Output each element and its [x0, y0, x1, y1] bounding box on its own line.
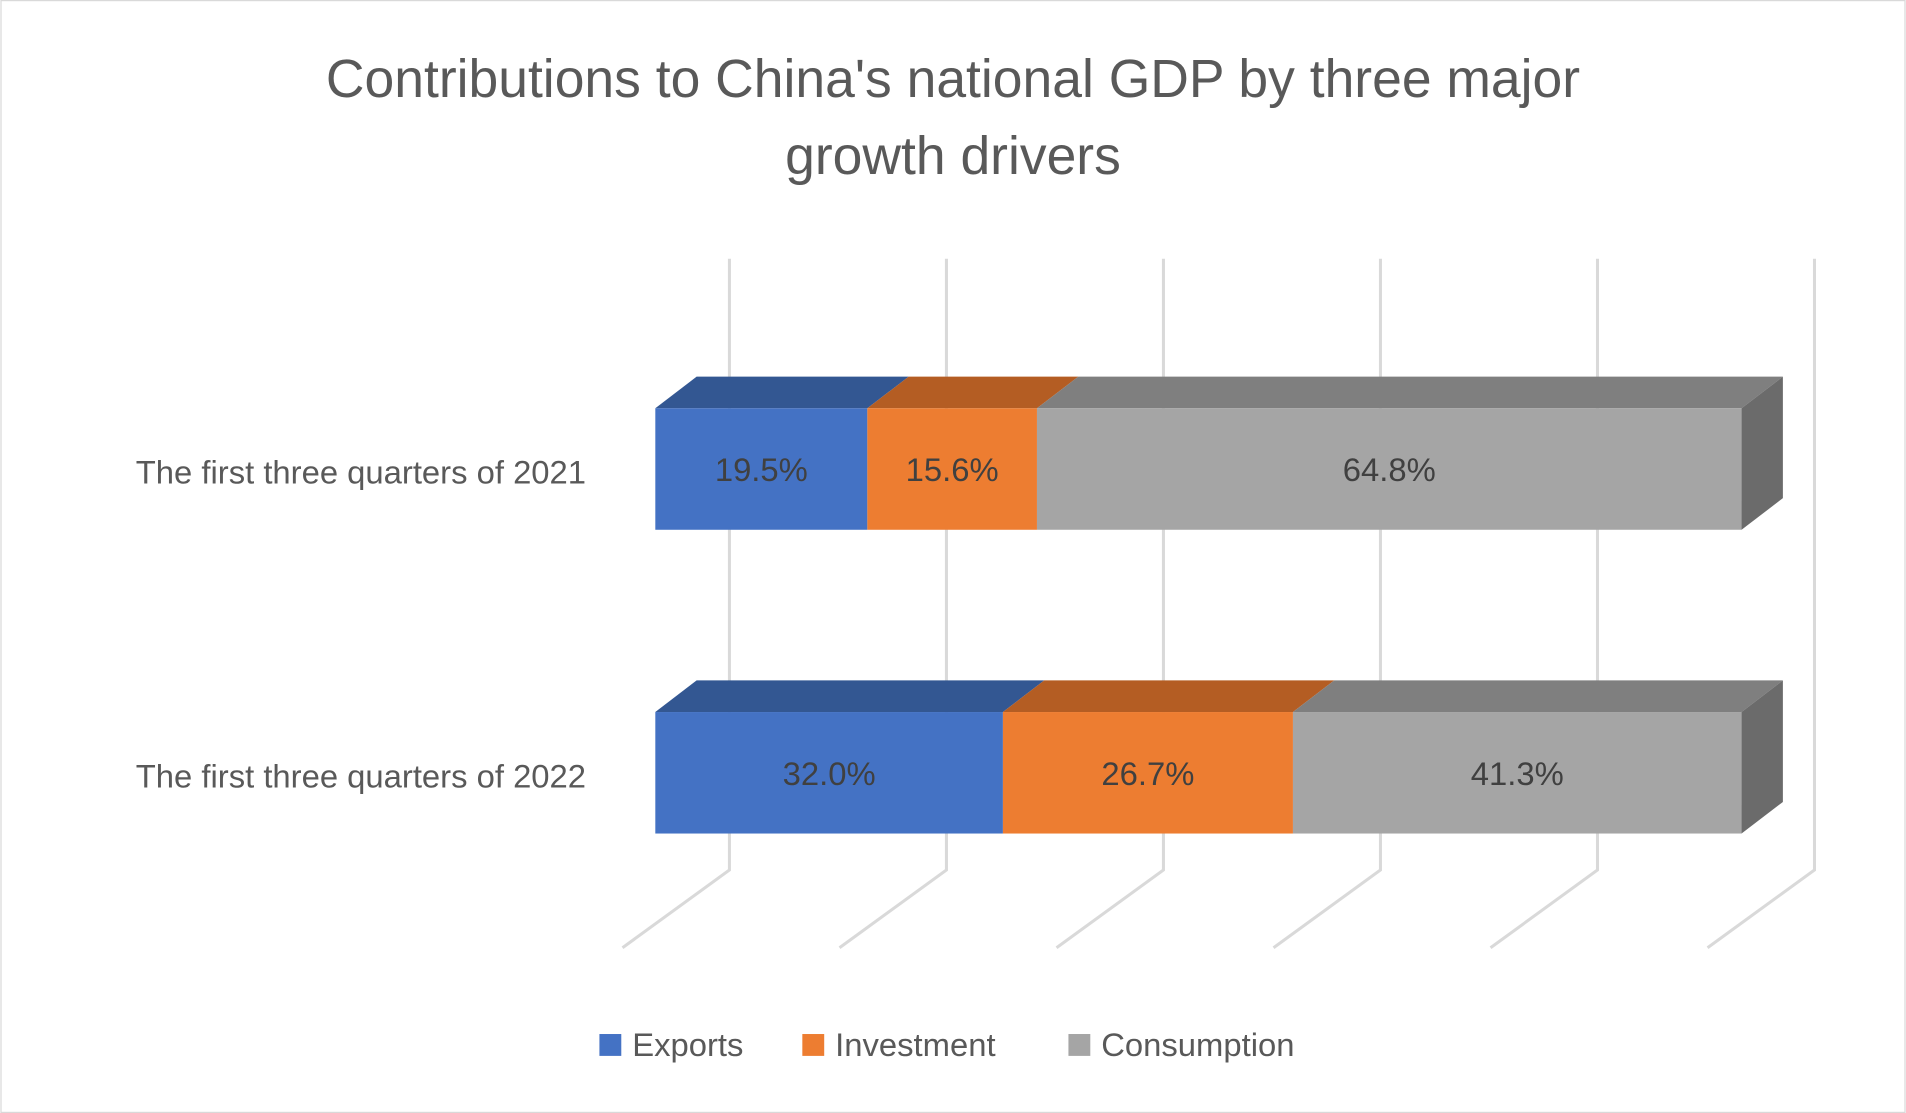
- legend-label: Exports: [632, 1026, 743, 1063]
- bar-investment: [867, 408, 1037, 530]
- category-label: The first three quarters of 2021: [136, 454, 586, 491]
- bar-side: [1741, 680, 1783, 834]
- legend-swatch: [802, 1034, 825, 1056]
- data-label: 19.5%: [715, 451, 808, 488]
- bar-exports: [655, 712, 1003, 834]
- data-label: 15.6%: [906, 451, 999, 488]
- bar-exports: [655, 408, 868, 530]
- bar-consumption: [1292, 712, 1742, 834]
- bar-top-exports: [655, 376, 909, 409]
- bar-top-consumption: [1036, 376, 1783, 409]
- data-label: 26.7%: [1101, 755, 1194, 792]
- chart-title-line-2: growth drivers: [785, 127, 1121, 186]
- bar-consumption: [1036, 408, 1742, 530]
- gridline: [1706, 258, 1817, 949]
- category-label: The first three quarters of 2022: [136, 757, 586, 794]
- legend-label: Investment: [835, 1026, 995, 1063]
- data-label: 64.8%: [1343, 451, 1436, 488]
- legend-swatch: [1068, 1034, 1091, 1056]
- chart-title-line-1: Contributions to China's national GDP by…: [326, 50, 1580, 109]
- bar-top-investment: [1002, 680, 1335, 713]
- bar-investment: [1002, 712, 1293, 834]
- legend-label: Consumption: [1101, 1026, 1294, 1063]
- legend-swatch: [599, 1034, 622, 1056]
- bar-side: [1741, 376, 1783, 530]
- data-label: 32.0%: [783, 755, 876, 792]
- bar-top-exports: [655, 680, 1045, 713]
- bar-top-consumption: [1292, 680, 1783, 713]
- data-label: 41.3%: [1471, 755, 1564, 792]
- bar-top-investment: [867, 376, 1079, 409]
